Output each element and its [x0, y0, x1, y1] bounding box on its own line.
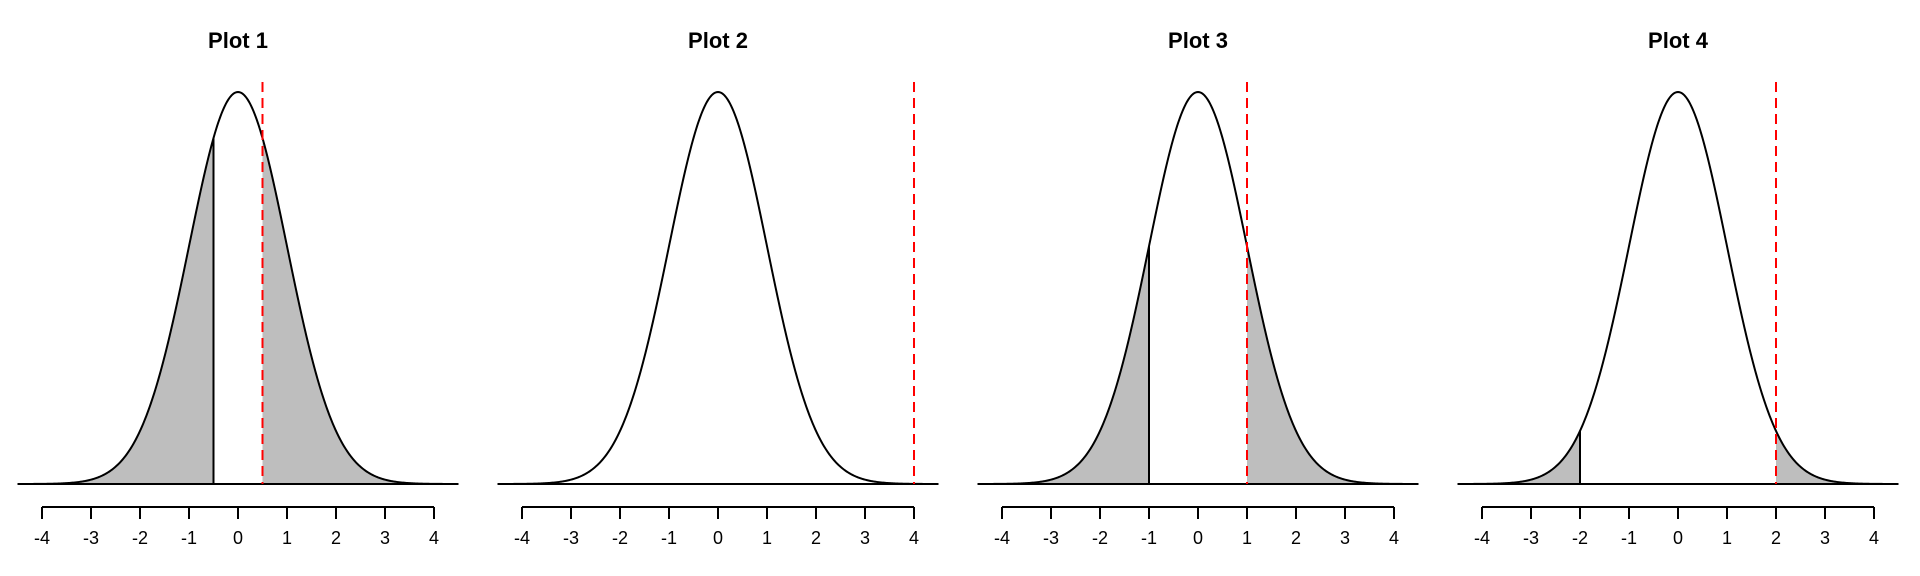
panel-3: Plot 3 -4 -3 -2 -1 0 1 2 3 4	[977, 28, 1419, 548]
x-tick-label: -4	[514, 528, 530, 548]
x-tick-label: 1	[762, 528, 772, 548]
shaded-region-1	[1457, 430, 1580, 484]
shaded-region-2	[1776, 430, 1899, 484]
x-tick-label: -1	[661, 528, 677, 548]
x-tick-label: 4	[909, 528, 919, 548]
x-tick-label: -4	[994, 528, 1010, 548]
density-curve	[17, 90, 459, 485]
x-tick-label: 0	[1673, 528, 1683, 548]
shaded-region-1	[977, 246, 1149, 484]
x-tick-label: 1	[1242, 528, 1252, 548]
x-axis: -4 -3 -2 -1 0 1 2 3 4	[34, 506, 439, 548]
x-tick-label: 0	[1193, 528, 1203, 548]
x-tick-label: -3	[563, 528, 579, 548]
x-tick-label: -3	[83, 528, 99, 548]
density-curve	[977, 90, 1419, 485]
x-tick-label: 2	[811, 528, 821, 548]
x-tick-label: -2	[1092, 528, 1108, 548]
x-axis: -4 -3 -2 -1 0 1 2 3 4	[994, 506, 1399, 548]
density-curve	[497, 90, 939, 485]
x-tick-label: 4	[1389, 528, 1399, 548]
shaded-region-2	[262, 138, 459, 484]
panel-title: Plot 2	[688, 28, 748, 53]
x-tick-label: -1	[1141, 528, 1157, 548]
panel-4: Plot 4 -4 -3 -2 -1 0 1 2 3 4	[1457, 28, 1899, 548]
x-axis: -4 -3 -2 -1 0 1 2 3 4	[514, 506, 919, 548]
x-tick-label: 3	[1820, 528, 1830, 548]
x-tick-label: 2	[1291, 528, 1301, 548]
x-tick-label: 3	[380, 528, 390, 548]
x-tick-label: 3	[1340, 528, 1350, 548]
x-tick-label: -3	[1523, 528, 1539, 548]
x-tick-label: 0	[233, 528, 243, 548]
x-tick-label: -1	[1621, 528, 1637, 548]
shaded-region-2	[1247, 246, 1419, 484]
x-tick-label: 1	[282, 528, 292, 548]
panel-title: Plot 1	[208, 28, 268, 53]
panel-title: Plot 4	[1648, 28, 1709, 53]
shaded-region-1	[17, 138, 214, 484]
x-tick-label: 0	[713, 528, 723, 548]
x-tick-label: -2	[132, 528, 148, 548]
x-tick-label: 2	[1771, 528, 1781, 548]
panel-2: Plot 2 -4 -3 -2 -1 0 1 2 3 4	[497, 28, 939, 548]
x-tick-label: 3	[860, 528, 870, 548]
panel-1: Plot 1 -4 -3 -2 -1 0 1 2 3 4	[17, 28, 459, 548]
x-tick-label: 2	[331, 528, 341, 548]
x-tick-label: -4	[1474, 528, 1490, 548]
x-tick-label: 4	[429, 528, 439, 548]
x-tick-label: -3	[1043, 528, 1059, 548]
x-tick-label: -2	[612, 528, 628, 548]
x-tick-label: -4	[34, 528, 50, 548]
x-tick-label: 1	[1722, 528, 1732, 548]
x-tick-label: -2	[1572, 528, 1588, 548]
x-tick-label: -1	[181, 528, 197, 548]
density-curve	[1457, 90, 1899, 485]
panel-title: Plot 3	[1168, 28, 1228, 53]
x-axis: -4 -3 -2 -1 0 1 2 3 4	[1474, 506, 1879, 548]
x-tick-label: 4	[1869, 528, 1879, 548]
